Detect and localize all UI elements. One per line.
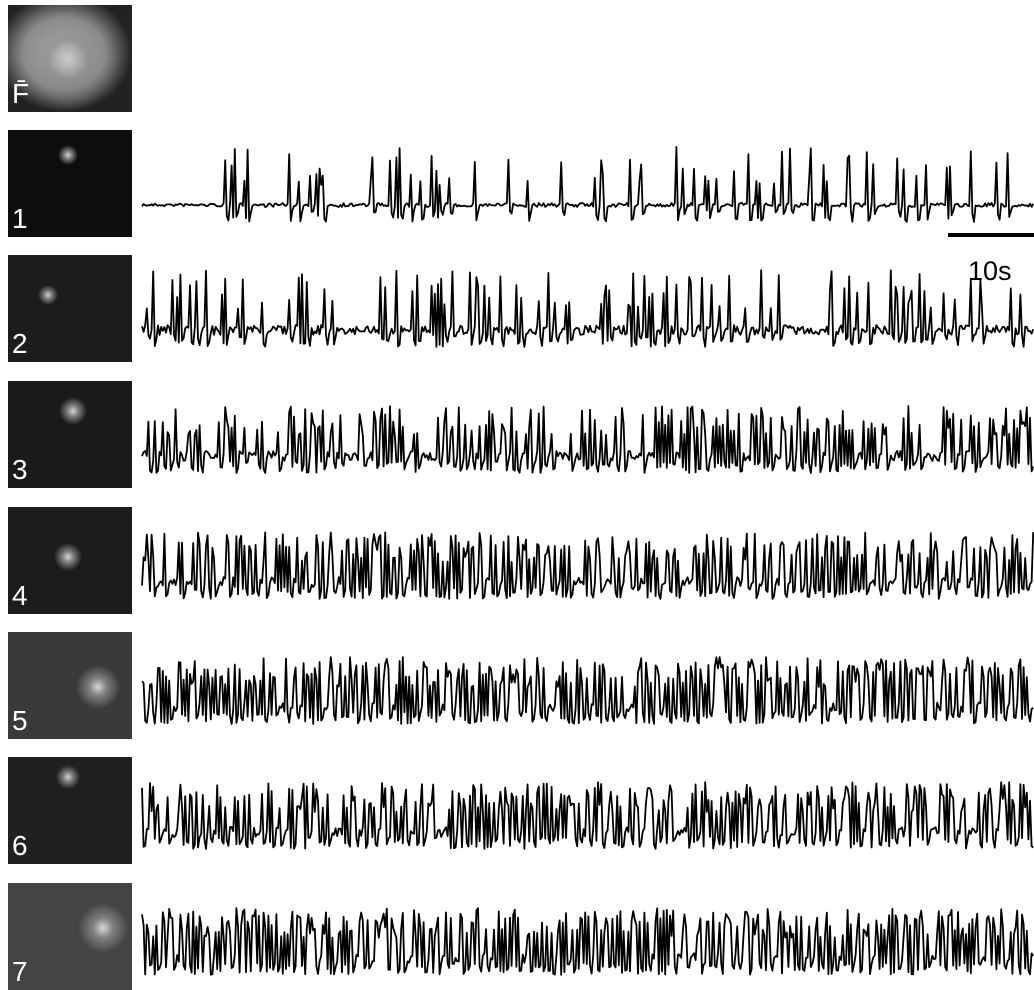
- cell-image: [8, 255, 132, 362]
- panel-label: 4: [12, 580, 28, 611]
- scale-bar-label: 10s: [968, 256, 1012, 286]
- cell-spot: [54, 543, 82, 571]
- trace: [141, 531, 1034, 600]
- trace: [141, 907, 1034, 976]
- cell-spot: [38, 285, 58, 305]
- panel-label: 1: [12, 203, 28, 234]
- panel-label: 7: [12, 956, 28, 987]
- cell-spot: [59, 397, 87, 425]
- cell-spot: [58, 145, 78, 165]
- cell-spot: [78, 903, 128, 953]
- trace: [141, 405, 1034, 474]
- panel-label: 3: [12, 454, 28, 485]
- panel-label: F̄: [12, 78, 29, 109]
- trace: [141, 146, 1034, 223]
- cell-spot: [76, 665, 120, 709]
- panel-label: 6: [12, 830, 28, 861]
- panel-label: 2: [12, 328, 28, 359]
- panel-label: 5: [12, 705, 28, 736]
- cell-spot: [18, 10, 118, 110]
- trace: [141, 269, 1034, 348]
- cell-spot: [56, 765, 80, 789]
- trace: [141, 781, 1034, 850]
- trace: [141, 656, 1034, 725]
